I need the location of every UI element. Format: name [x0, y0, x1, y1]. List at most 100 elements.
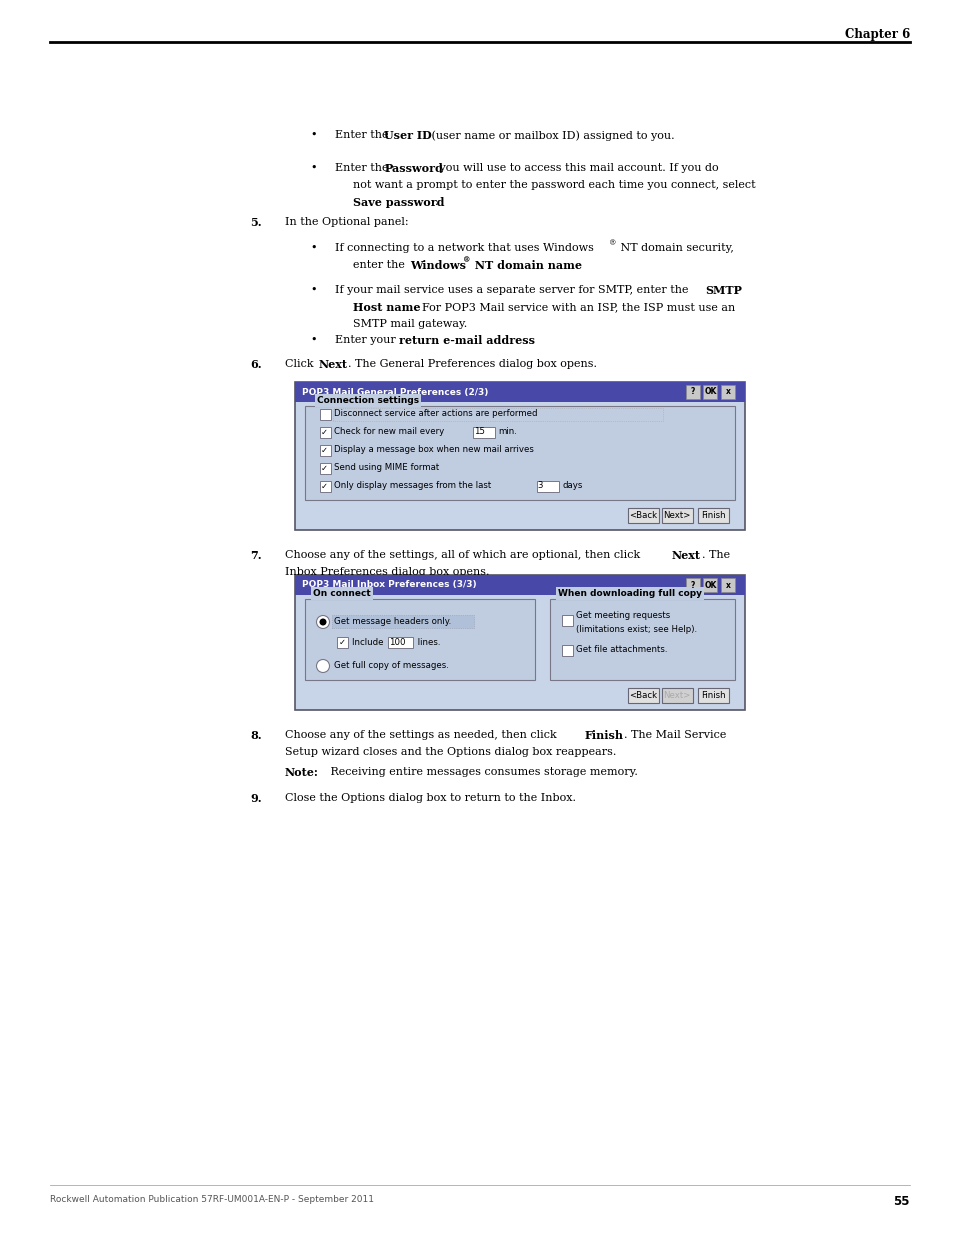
- Bar: [720, 578, 734, 592]
- Text: <Back: <Back: [628, 510, 657, 520]
- Text: Next: Next: [671, 550, 700, 561]
- Text: If your mail service uses a separate server for SMTP, enter the: If your mail service uses a separate ser…: [335, 285, 691, 295]
- Text: ✓: ✓: [321, 429, 328, 437]
- Text: 3: 3: [537, 480, 542, 490]
- Bar: [702, 385, 717, 399]
- Bar: [660, 688, 692, 703]
- Text: Inbox Preferences dialog box opens.: Inbox Preferences dialog box opens.: [285, 567, 489, 577]
- Bar: [305, 406, 734, 500]
- Bar: [536, 480, 558, 492]
- Text: SMTP: SMTP: [704, 285, 741, 296]
- Text: Get full copy of messages.: Get full copy of messages.: [334, 661, 449, 669]
- Text: Send using MIME format: Send using MIME format: [334, 463, 438, 472]
- Bar: [305, 599, 535, 680]
- Text: 15: 15: [474, 427, 484, 436]
- Text: 9.: 9.: [250, 793, 261, 804]
- Text: . The Mail Service: . The Mail Service: [623, 730, 725, 740]
- Text: . The: . The: [700, 550, 729, 559]
- Text: Finish: Finish: [700, 510, 724, 520]
- Text: 7.: 7.: [250, 550, 261, 561]
- Text: •: •: [310, 335, 316, 345]
- Text: Enter your: Enter your: [335, 335, 399, 345]
- Text: min.: min.: [498, 427, 517, 436]
- Text: Choose any of the settings as needed, then click: Choose any of the settings as needed, th…: [285, 730, 559, 740]
- Text: ®: ®: [462, 256, 470, 264]
- Text: ?: ?: [690, 388, 695, 396]
- Circle shape: [316, 659, 329, 673]
- Text: you will use to access this mail account. If you do: you will use to access this mail account…: [436, 163, 719, 173]
- Bar: [697, 508, 728, 522]
- Text: Display a message box when new mail arrives: Display a message box when new mail arri…: [334, 445, 533, 454]
- Text: lines.: lines.: [415, 638, 440, 647]
- Bar: [319, 445, 331, 456]
- Text: (limitations exist; see Help).: (limitations exist; see Help).: [575, 625, 696, 634]
- Text: ✓: ✓: [321, 446, 328, 456]
- Text: .: .: [571, 261, 574, 270]
- Text: enter the: enter the: [353, 261, 408, 270]
- Bar: [319, 480, 331, 492]
- Text: ✓: ✓: [321, 464, 328, 473]
- Text: NT domain security,: NT domain security,: [617, 243, 733, 253]
- Text: Connection settings: Connection settings: [316, 396, 418, 405]
- Text: return e-mail address: return e-mail address: [398, 335, 534, 346]
- Bar: [336, 636, 348, 647]
- Text: •: •: [310, 163, 316, 173]
- Text: ✓: ✓: [321, 482, 328, 490]
- Text: Enter the: Enter the: [335, 163, 392, 173]
- Text: OK: OK: [703, 388, 716, 396]
- Bar: [685, 578, 700, 592]
- Bar: [319, 463, 331, 474]
- Text: In the Optional panel:: In the Optional panel:: [285, 217, 408, 227]
- Text: Include: Include: [351, 638, 385, 647]
- Text: NT domain name: NT domain name: [471, 261, 581, 270]
- Text: Enter the: Enter the: [335, 130, 392, 140]
- Bar: [561, 645, 573, 656]
- Text: Get message headers only.: Get message headers only.: [334, 616, 451, 625]
- Text: days: days: [562, 480, 582, 490]
- Text: OK: OK: [703, 580, 716, 589]
- Bar: [720, 385, 734, 399]
- Bar: [685, 385, 700, 399]
- Text: Next>: Next>: [662, 690, 690, 699]
- Text: When downloading full copy: When downloading full copy: [558, 589, 701, 598]
- Text: •: •: [310, 130, 316, 140]
- Bar: [550, 599, 734, 680]
- Text: x: x: [725, 580, 730, 589]
- Text: .: .: [524, 335, 527, 345]
- Bar: [472, 427, 495, 438]
- Text: Windows: Windows: [410, 261, 465, 270]
- Text: ®: ®: [608, 240, 616, 247]
- Bar: [702, 578, 717, 592]
- Text: User ID: User ID: [384, 130, 432, 141]
- Text: Only display messages from the last: Only display messages from the last: [334, 480, 490, 490]
- Bar: [333, 409, 662, 421]
- Text: On connect: On connect: [313, 589, 371, 598]
- Text: Click: Click: [285, 359, 316, 369]
- Text: 55: 55: [893, 1195, 909, 1208]
- Bar: [697, 688, 728, 703]
- Text: 8.: 8.: [250, 730, 261, 741]
- Text: ✓: ✓: [338, 637, 345, 646]
- Text: Save password: Save password: [353, 198, 444, 207]
- Text: ?: ?: [690, 580, 695, 589]
- Bar: [294, 576, 744, 710]
- Bar: [627, 688, 658, 703]
- Bar: [660, 508, 692, 522]
- Text: Chapter 6: Chapter 6: [843, 28, 909, 41]
- Text: SMTP mail gateway.: SMTP mail gateway.: [353, 319, 467, 329]
- Circle shape: [319, 619, 326, 625]
- Text: Next: Next: [318, 359, 347, 370]
- Text: Choose any of the settings, all of which are optional, then click: Choose any of the settings, all of which…: [285, 550, 643, 559]
- Bar: [388, 636, 413, 647]
- Bar: [294, 382, 744, 530]
- Bar: [294, 576, 744, 595]
- Text: Finish: Finish: [700, 690, 724, 699]
- Text: Finish: Finish: [584, 730, 623, 741]
- Circle shape: [316, 615, 329, 629]
- Text: Disconnect service after actions are performed: Disconnect service after actions are per…: [334, 410, 537, 419]
- Text: Next>: Next>: [662, 510, 690, 520]
- Text: x: x: [725, 388, 730, 396]
- Text: Note:: Note:: [285, 767, 318, 778]
- Text: 6.: 6.: [250, 359, 261, 370]
- Text: .: .: [435, 198, 438, 207]
